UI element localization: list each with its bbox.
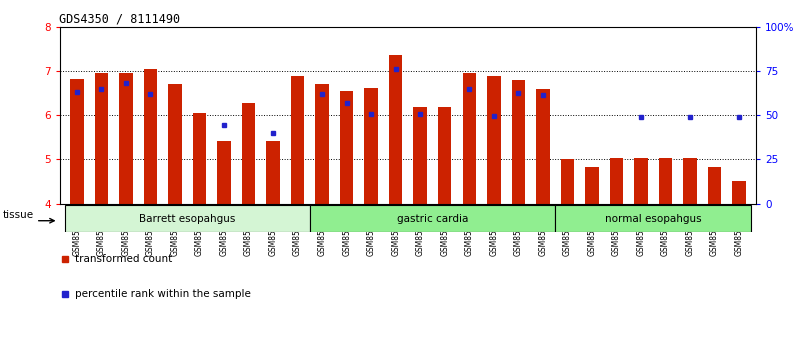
Bar <box>610 159 623 204</box>
Bar <box>462 73 476 204</box>
Bar <box>217 141 231 204</box>
Bar <box>708 167 721 204</box>
Text: transformed count: transformed count <box>75 254 172 264</box>
Bar <box>193 113 206 204</box>
Bar <box>315 84 329 204</box>
Bar <box>340 91 353 204</box>
Bar <box>119 73 133 204</box>
Bar <box>555 205 751 232</box>
Bar <box>512 80 525 204</box>
Bar <box>413 107 427 204</box>
Bar <box>389 55 403 204</box>
Bar <box>168 84 181 204</box>
Bar <box>310 205 555 232</box>
Bar <box>732 181 746 204</box>
Bar <box>144 69 157 204</box>
Text: gastric cardia: gastric cardia <box>396 213 468 224</box>
Bar <box>683 159 696 204</box>
Bar <box>487 76 501 204</box>
Bar <box>365 88 378 204</box>
Bar <box>291 76 304 204</box>
Bar <box>438 107 451 204</box>
Text: percentile rank within the sample: percentile rank within the sample <box>75 289 251 299</box>
Bar <box>585 167 599 204</box>
Text: GDS4350 / 8111490: GDS4350 / 8111490 <box>59 12 180 25</box>
Bar <box>560 159 574 204</box>
Text: Barrett esopahgus: Barrett esopahgus <box>139 213 236 224</box>
Bar <box>536 89 549 204</box>
Text: tissue: tissue <box>3 210 34 221</box>
Text: normal esopahgus: normal esopahgus <box>605 213 701 224</box>
Bar <box>95 73 108 204</box>
Bar <box>659 159 672 204</box>
Bar <box>242 103 256 204</box>
Bar <box>64 205 310 232</box>
Bar <box>70 79 84 204</box>
Bar <box>267 141 280 204</box>
Bar <box>634 159 648 204</box>
